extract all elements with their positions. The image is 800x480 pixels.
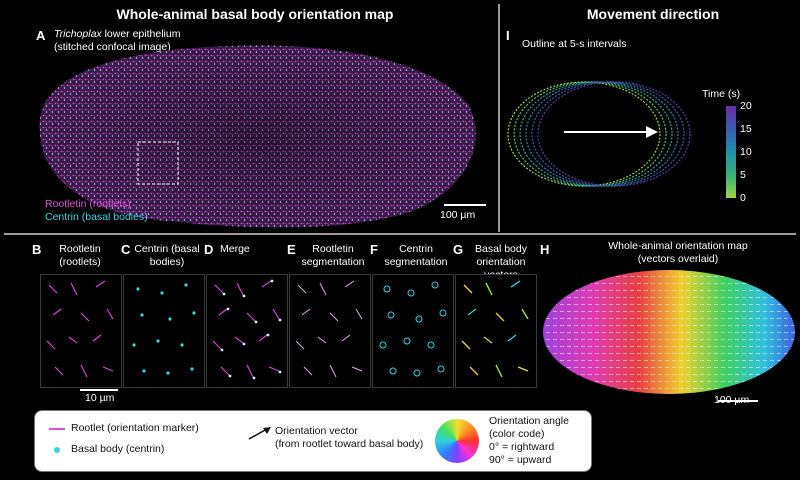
panel-e-image	[289, 274, 371, 388]
movement-outlines	[507, 81, 691, 187]
colorbar-tick-0: 0	[740, 192, 746, 204]
zoom-region-box	[137, 141, 179, 185]
panel-g-letter: G	[453, 242, 464, 257]
panel-d-letter: D	[204, 242, 214, 257]
panel-a: A Trichoplax lower epithelium (stitched …	[0, 24, 496, 232]
basal-body-dot-icon	[54, 447, 60, 453]
legend-box: Rootlet (orientation marker) Basal body …	[34, 410, 592, 472]
panel-a-caption: Trichoplax lower epithelium (stitched co…	[54, 28, 180, 54]
colorbar-tick-15: 15	[740, 123, 752, 135]
time-colorbar	[726, 106, 736, 198]
legend-angle-line3: 0° = rightward	[489, 441, 555, 453]
legend-angle-line1: Orientation angle	[489, 415, 569, 427]
legend-angle-line4: 90° = upward	[489, 454, 552, 466]
orientation-arrow-icon	[248, 427, 271, 440]
legend-angle-line2: (color code)	[489, 428, 545, 440]
orientation-vectors-image	[461, 280, 529, 378]
trichoplax-confocal-image	[39, 45, 476, 228]
panel-f-label: Centrin segmentation	[384, 243, 448, 268]
rootletin-segmentation-image	[295, 280, 363, 378]
panel-b-label: Rootletin (rootlets)	[59, 243, 101, 268]
legend-basal-body-label: Basal body (centrin)	[71, 443, 165, 455]
panel-c-letter: C	[121, 242, 131, 257]
legend-vector-line1: Orientation vector	[275, 425, 358, 437]
colorbar-tick-5: 5	[740, 169, 746, 181]
panel-a-letter: A	[36, 28, 46, 43]
panel-f-image	[372, 274, 454, 388]
figure-title-right: Movement direction	[586, 6, 720, 22]
panel-d-label: Merge	[220, 243, 250, 255]
colorbar-tick-10: 10	[740, 146, 752, 158]
panel-a-caption-line2: (stitched confocal image)	[54, 41, 171, 53]
rootletin-image	[46, 280, 114, 378]
legend-vector-line2: (from rootlet toward basal body)	[275, 438, 424, 450]
panel-a-scalebar	[444, 204, 486, 206]
panel-c-image	[123, 274, 205, 388]
centrin-image	[132, 283, 196, 375]
panel-i-letter: I	[506, 28, 510, 43]
panel-h: H Whole-animal orientation map (vectors …	[538, 236, 800, 416]
color-wheel-icon	[435, 419, 479, 463]
panel-b-image	[40, 274, 122, 388]
panel-h-scalebar-label: 100 µm	[714, 394, 750, 406]
panel-h-title: Whole-animal orientation map	[608, 240, 748, 252]
panel-a-caption-rest: lower epithelium	[101, 28, 181, 40]
panel-c-label: Centrin (basal bodies)	[134, 243, 200, 268]
horizontal-divider	[4, 233, 796, 235]
panel-h-letter: H	[540, 242, 550, 257]
small-scalebar	[80, 389, 118, 391]
legend-centrin: Centrin (basal bodies)	[45, 211, 148, 223]
colorbar-tick-20: 20	[740, 100, 752, 112]
orientation-map-image	[543, 270, 795, 394]
panel-d-image	[206, 274, 288, 388]
centrin-segmentation-image	[379, 281, 447, 377]
panel-h-subtitle: (vectors overlaid)	[637, 253, 719, 265]
panel-i-caption: Outline at 5-s intervals	[522, 38, 627, 50]
merge-image	[212, 279, 282, 380]
panel-g-image	[455, 274, 537, 388]
panel-a-species: Trichoplax	[54, 28, 102, 40]
panel-e-letter: E	[287, 242, 296, 257]
legend-rootlet-label: Rootlet (orientation marker)	[71, 422, 199, 434]
panel-a-scalebar-label: 100 µm	[440, 209, 476, 221]
panel-i: I Outline at 5-s intervals Time (s) 20 1…	[502, 24, 800, 232]
panel-f-letter: F	[370, 242, 378, 257]
rootlet-line-icon	[49, 428, 65, 430]
legend-rootletin: Rootletin (rootlets)	[45, 198, 131, 210]
panel-h-scalebar	[718, 400, 758, 402]
small-scalebar-label: 10 µm	[85, 392, 115, 404]
panel-divider	[498, 4, 500, 232]
figure-title-left: Whole-animal basal body orientation map	[116, 6, 394, 22]
panel-e-label: Rootletin segmentation	[301, 243, 365, 268]
panel-b-letter: B	[32, 242, 42, 257]
colorbar-title: Time (s)	[702, 88, 741, 100]
arrow-right-icon	[646, 126, 658, 138]
